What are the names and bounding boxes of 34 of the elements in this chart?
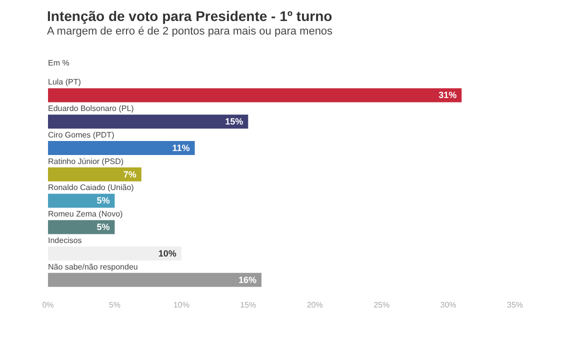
bar — [48, 88, 462, 102]
x-tick-label: 35% — [506, 300, 524, 310]
data-label: 15% — [225, 116, 244, 127]
x-tick-label: 15% — [240, 300, 256, 310]
y-tick-label: Ciro Gomes (PDT) — [48, 130, 115, 140]
y-tick-label: Indecisos — [48, 236, 82, 245]
bar — [48, 220, 115, 234]
data-label: 10% — [158, 248, 176, 258]
chart-title: Intenção de voto para Presidente - 1º turno — [47, 8, 332, 24]
x-tick-label: 10% — [173, 300, 190, 310]
data-label: 7% — [123, 169, 136, 180]
y-tick-label: Ronaldo Caiado (União) — [48, 183, 134, 192]
y-tick-label: Ratinho Júnior (PSD) — [48, 156, 124, 166]
data-label: 31% — [438, 90, 457, 100]
bar — [48, 272, 262, 287]
chart-subtitle: A margem de erro é de 2 pontos para mais ou para menos — [47, 26, 334, 38]
y-tick-label: Romeu Zema (Novo) — [48, 210, 124, 219]
y-tick-label: Lula (PT) — [48, 78, 82, 87]
bar — [48, 140, 195, 155]
bar — [48, 167, 142, 182]
data-label: 11% — [172, 142, 190, 153]
text: Em % — [48, 58, 70, 68]
x-tick-label: 25% — [374, 300, 390, 310]
x-tick-label: 5% — [108, 300, 120, 310]
y-tick-label: Eduardo Bolsonaro (PL) — [48, 104, 134, 114]
x-tick-label: 30% — [440, 300, 456, 310]
bar — [48, 194, 115, 208]
x-tick-label: 20% — [306, 300, 323, 310]
bar — [48, 114, 248, 129]
data-label: 16% — [238, 274, 256, 285]
y-tick-label: Não sabe/não respondeu — [48, 262, 138, 272]
data-label: 5% — [96, 222, 110, 232]
data-label: 5% — [96, 196, 110, 206]
x-tick-label: 0% — [42, 300, 54, 310]
